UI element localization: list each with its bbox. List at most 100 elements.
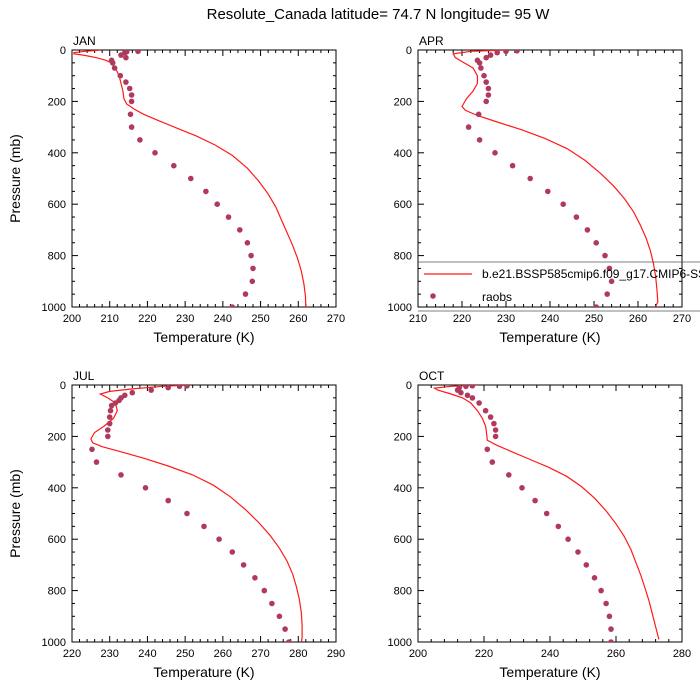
raobs-point <box>545 188 551 195</box>
raobs-point <box>201 523 207 530</box>
raobs-point <box>165 385 171 391</box>
x-tick-label: 220 <box>63 648 81 660</box>
raobs-point <box>487 52 494 58</box>
x-tick-label: 260 <box>289 313 307 325</box>
x-tick-label: 280 <box>289 648 307 660</box>
raobs-point <box>494 50 500 56</box>
raobs-point <box>591 575 598 581</box>
raobs-point <box>109 60 116 66</box>
raobs-point <box>237 227 243 233</box>
raobs-point <box>492 150 498 156</box>
raobs-point <box>575 549 581 555</box>
x-tick-label: 240 <box>541 313 559 325</box>
y-tick-label: 1000 <box>388 302 412 314</box>
raobs-point <box>142 485 149 491</box>
x-tick-label: 250 <box>251 313 269 325</box>
raobs-point <box>458 389 464 396</box>
x-tick-label: 230 <box>176 313 194 325</box>
raobs-point <box>487 414 494 420</box>
raobs-point <box>604 291 610 297</box>
x-tick-label: 280 <box>673 648 691 660</box>
x-tick-label: 240 <box>541 648 559 660</box>
panel-label-apr: APR <box>419 34 444 48</box>
raobs-point <box>106 414 113 420</box>
x-tick-label: 240 <box>214 313 232 325</box>
y-tick-label: 0 <box>60 380 66 392</box>
x-tick-label: 260 <box>214 648 232 660</box>
raobs-point <box>240 562 247 568</box>
raobs-point <box>598 587 604 594</box>
raobs-point <box>469 385 476 389</box>
raobs-point <box>483 98 490 105</box>
y-tick-label: 200 <box>394 96 412 108</box>
x-tick-label: 270 <box>251 648 269 660</box>
figure-title: Resolute_Canada latitude= 74.7 N longitu… <box>207 6 551 23</box>
x-tick-label: 220 <box>453 313 471 325</box>
x-tick-label: 270 <box>327 313 345 325</box>
y-tick-label: 800 <box>394 586 412 598</box>
raobs-point <box>203 188 209 195</box>
y-tick-label: 200 <box>48 96 66 108</box>
raobs-point <box>106 420 113 427</box>
y-tick-label: 0 <box>406 45 412 57</box>
y-axis-title-jul: Pressure (mb) <box>7 469 23 558</box>
raobs-point <box>129 389 136 396</box>
raobs-point <box>216 536 222 542</box>
raobs-point <box>506 472 512 478</box>
raobs-point <box>514 50 520 54</box>
raobs-point <box>249 278 256 285</box>
y-tick-label: 400 <box>48 148 66 160</box>
raobs-point <box>171 162 177 169</box>
raobs-point <box>105 433 111 440</box>
raobs-point <box>108 402 115 409</box>
raobs-point <box>476 137 483 143</box>
x-tick-label: 260 <box>629 313 647 325</box>
raobs-point <box>463 385 469 390</box>
raobs-point <box>286 639 292 642</box>
panel-label-oct: OCT <box>419 369 445 383</box>
raobs-point <box>176 385 183 390</box>
y-tick-label: 600 <box>394 534 412 546</box>
raobs-point <box>118 472 124 478</box>
plot-data-oct <box>432 385 660 642</box>
raobs-point <box>184 510 190 517</box>
y-tick-label: 800 <box>48 586 66 598</box>
panel-jul: JUL 220 230 240 250 260 270 280 290 0 200 400 600 800… <box>7 369 345 680</box>
raobs-point <box>464 392 471 399</box>
y-tick-label: 800 <box>394 251 412 263</box>
raobs-point <box>128 124 135 130</box>
raobs-point <box>123 79 129 85</box>
plot-data-apr <box>452 50 659 307</box>
x-tick-label: 260 <box>607 648 625 660</box>
raobs-point <box>532 497 538 504</box>
raobs-point <box>593 240 599 246</box>
raobs-point <box>126 85 133 92</box>
raobs-point <box>229 549 236 555</box>
raobs-point <box>269 600 275 607</box>
y-tick-label: 400 <box>394 483 412 495</box>
panel-apr: APR 210 220 230 240 250 260 270 0 200 400 600 800 100… <box>388 34 692 345</box>
panel-jan: JAN 200 210 220 230 240 250 260 270 0 200 400 600 800… <box>7 34 345 345</box>
model-line-jul <box>90 385 303 642</box>
x-tick-label: 220 <box>475 648 493 660</box>
raobs-point <box>225 214 232 220</box>
y-tick-label: 200 <box>394 431 412 443</box>
raobs-point <box>519 485 525 491</box>
y-tick-label: 600 <box>48 534 66 546</box>
raobs-point <box>252 575 258 581</box>
raobs-point <box>214 201 220 207</box>
raobs-point <box>583 562 590 568</box>
raobs-point <box>128 98 135 105</box>
raobs-point <box>485 92 492 98</box>
raobs-point <box>137 137 143 143</box>
raobs-point <box>248 252 254 259</box>
raobs-point <box>543 510 550 517</box>
raobs-point <box>117 72 124 79</box>
raobs-point <box>476 60 483 66</box>
legend-model-label: b.e21.BSSP585cmip6.f09_g17.CMIP6-SS <box>482 267 700 281</box>
y-tick-label: 0 <box>60 45 66 57</box>
model-line-jan <box>73 50 307 307</box>
raobs-point <box>244 240 251 246</box>
y-axis-title-jan: Pressure (mb) <box>7 134 23 223</box>
y-tick-label: 600 <box>48 199 66 211</box>
